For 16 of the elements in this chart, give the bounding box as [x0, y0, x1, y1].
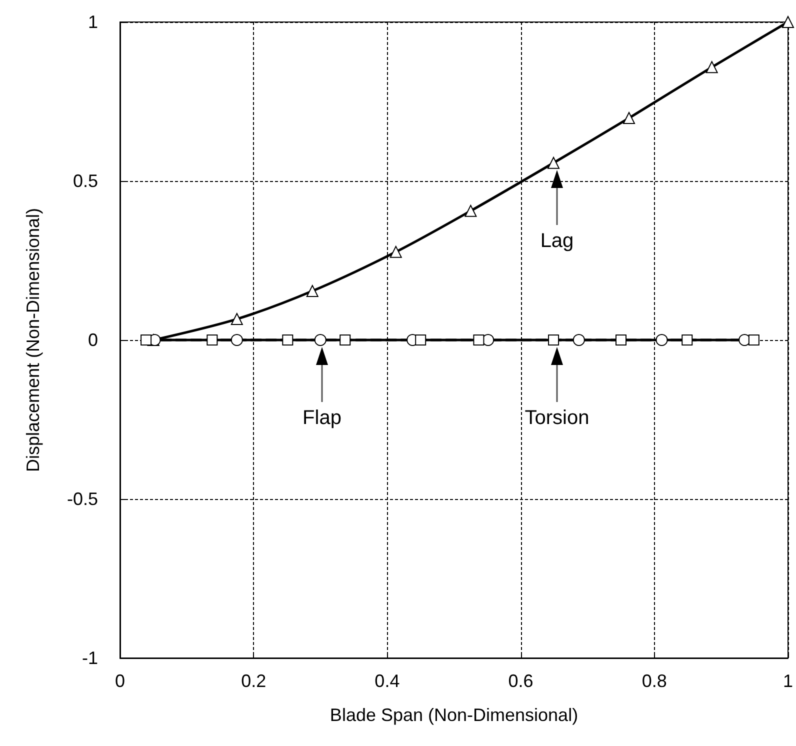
y-axis-title: Displacement (Non-Dimensional) [23, 208, 43, 472]
x-tick-label: 0.2 [241, 671, 266, 691]
y-tick-label: 0 [88, 330, 98, 350]
x-axis-title: Blade Span (Non-Dimensional) [330, 705, 578, 725]
y-tick-label: 0.5 [72, 171, 98, 191]
x-tick-label: 0.6 [508, 671, 534, 691]
annotation: Torsion [524, 407, 590, 429]
y-tick-label: -0.5 [66, 489, 98, 509]
y-tick-label: 1 [88, 12, 98, 32]
x-tick-label: 0 [114, 671, 126, 691]
annotation: Lag [540, 230, 574, 252]
annotation: Flap [302, 407, 342, 429]
x-tick-label: 1 [782, 671, 793, 691]
x-tick-label: 0.4 [374, 671, 400, 691]
y-tick-label: -1 [82, 648, 98, 668]
x-tick-label: 0.8 [642, 671, 667, 691]
